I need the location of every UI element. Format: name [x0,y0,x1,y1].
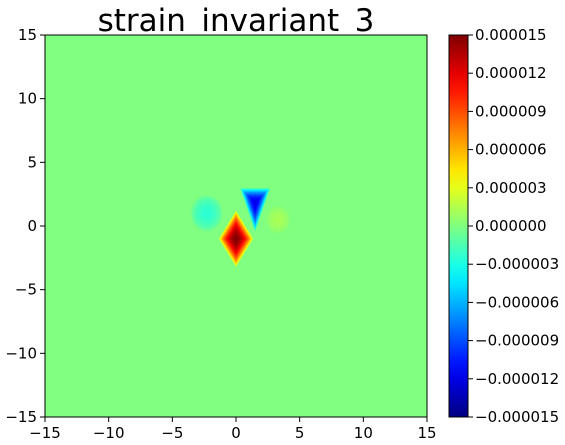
heatmap-contour-level [205,211,208,215]
colorbar-tick-label: 0.000009 [475,102,547,120]
colorbar-tick-label: −0.000012 [475,370,559,388]
y-tick-label: −5 [15,281,37,299]
colorbar-tick-label: 0.000012 [475,64,547,82]
colorbar-tick-label: −0.000015 [475,408,559,426]
chart-title: strain_invariant_3 [98,3,375,39]
x-tick-label: −5 [161,424,183,442]
x-tick-label: 10 [354,424,373,442]
x-tick-label: −10 [93,424,125,442]
plot-area: −15 −10 −5 0 5 10 15 −15 −10 −5 0 5 10 15 [5,26,436,442]
y-tick-label: −15 [5,408,37,426]
heatmap-feature [265,204,291,235]
colorbar-tick-label: 0.000000 [475,217,547,235]
colorbar-gradient [449,35,468,417]
x-tick-label: 15 [417,424,436,442]
x-tick-label: 0 [231,424,241,442]
heatmap-contour-level [234,236,238,241]
y-tick-label: 10 [18,90,37,108]
y-tick-label: 15 [18,26,37,44]
colorbar-tick-label: −0.000003 [475,255,559,273]
colorbar-tick-label: 0.000006 [475,141,547,159]
x-tick-label: 5 [295,424,305,442]
colorbar-tick-label: −0.000009 [475,332,559,350]
heatmap-feature [190,194,224,233]
x-tick-label: −15 [29,424,61,442]
heatmap-contour-level [254,201,257,205]
y-tick-label: −10 [5,344,37,362]
heatmap-feature [239,187,271,233]
colorbar-tick-label: 0.000015 [475,26,547,44]
heatmap-contour-level [277,218,279,221]
colorbar: −0.000015 −0.000012 −0.000009 −0.000006 −0.0… [448,26,559,426]
colorbar-tick-label: 0.000003 [475,179,547,197]
colorbar-ticks: −0.000015 −0.000012 −0.000009 −0.000006 −0.0… [468,26,559,426]
x-axis: −15 −10 −5 0 5 10 15 [29,417,437,442]
y-tick-label: 5 [27,153,37,171]
y-axis: −15 −10 −5 0 5 10 15 [5,26,45,426]
heatmap-feature [218,209,254,269]
y-tick-label: 0 [27,217,37,235]
colorbar-tick-label: −0.000006 [475,293,559,311]
